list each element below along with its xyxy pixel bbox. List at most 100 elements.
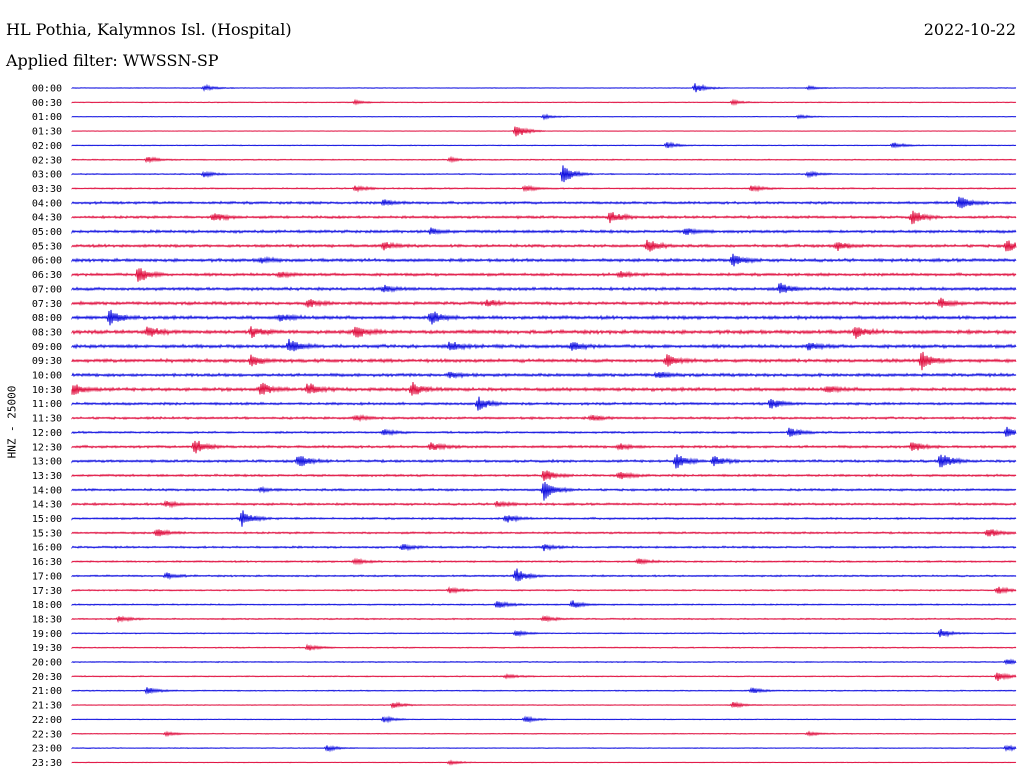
trace-line	[71, 568, 1017, 582]
trace-line	[71, 586, 1017, 594]
trace-line	[71, 227, 1017, 236]
time-label: 02:00	[32, 141, 62, 152]
time-label: 10:30	[32, 385, 62, 396]
trace-line	[71, 282, 1017, 294]
time-label: 23:30	[32, 758, 62, 769]
time-label: 01:00	[32, 112, 62, 123]
trace-line	[71, 253, 1017, 267]
trace-line	[71, 126, 1017, 137]
trace-line	[71, 658, 1017, 666]
trace-line	[71, 396, 1017, 411]
time-label: 12:00	[32, 428, 62, 439]
time-label: 06:00	[32, 256, 62, 267]
trace-line	[71, 701, 1017, 710]
time-label: 08:30	[32, 327, 62, 338]
trace-line	[71, 470, 1017, 481]
time-label: 03:30	[32, 184, 62, 195]
trace-line	[71, 499, 1017, 509]
trace-line	[71, 184, 1017, 193]
trace-line	[71, 98, 1017, 106]
trace-line	[71, 629, 1017, 638]
trace-line	[71, 351, 1017, 371]
time-label: 08:00	[32, 313, 62, 324]
time-label: 12:30	[32, 442, 62, 453]
station-title: HL Pothia, Kalymnos Isl. (Hospital)	[6, 20, 292, 39]
time-label: 15:30	[32, 528, 62, 539]
time-label: 07:30	[32, 299, 62, 310]
trace-line	[71, 481, 1017, 501]
time-label: 03:00	[32, 170, 62, 181]
time-label: 06:30	[32, 270, 62, 281]
time-label: 14:30	[32, 500, 62, 511]
trace-line	[71, 529, 1017, 537]
time-label: 13:00	[32, 457, 62, 468]
trace-line	[71, 165, 1017, 183]
trace-line	[71, 744, 1017, 753]
trace-line	[71, 326, 1017, 339]
trace-line	[71, 454, 1017, 469]
time-label: 04:00	[32, 198, 62, 209]
trace-line	[71, 83, 1017, 93]
trace-line	[71, 600, 1017, 609]
time-label: 21:30	[32, 701, 62, 712]
time-label: 09:00	[32, 342, 62, 353]
time-label: 20:00	[32, 658, 62, 669]
time-label: 11:30	[32, 414, 62, 425]
time-label: 00:00	[32, 84, 62, 95]
time-label: 10:00	[32, 371, 62, 382]
time-label: 17:30	[32, 586, 62, 597]
time-label: 21:00	[32, 686, 62, 697]
time-label: 02:30	[32, 155, 62, 166]
trace-line	[71, 615, 1017, 624]
trace-line	[71, 155, 1017, 164]
trace-line	[71, 557, 1017, 566]
time-label: 13:30	[32, 471, 62, 482]
time-label: 18:00	[32, 600, 62, 611]
recording-date: 2022-10-22	[923, 20, 1016, 39]
trace-line	[71, 268, 1017, 282]
trace-line	[71, 414, 1017, 423]
trace-line	[71, 239, 1017, 252]
trace-line	[71, 297, 1017, 308]
trace-line	[71, 371, 1017, 379]
trace-line	[71, 382, 1017, 396]
time-label: 04:30	[32, 213, 62, 224]
time-label: 00:30	[32, 98, 62, 109]
time-label: 07:00	[32, 284, 62, 295]
trace-line	[71, 113, 1017, 121]
time-label: 15:00	[32, 514, 62, 525]
trace-line	[71, 141, 1017, 149]
time-label: 16:00	[32, 543, 62, 554]
time-label: 01:30	[32, 127, 62, 138]
time-label: 22:30	[32, 729, 62, 740]
trace-line	[71, 196, 1017, 209]
time-label: 22:00	[32, 715, 62, 726]
time-label: 09:30	[32, 356, 62, 367]
time-label: 19:00	[32, 629, 62, 640]
time-label: 05:30	[32, 241, 62, 252]
trace-line	[71, 426, 1017, 437]
time-label: 14:00	[32, 485, 62, 496]
time-label: 23:00	[32, 744, 62, 755]
trace-line	[71, 210, 1017, 225]
trace-line	[71, 309, 1017, 326]
trace-line	[71, 510, 1017, 527]
trace-line	[71, 759, 1017, 766]
trace-line	[71, 715, 1017, 724]
time-label: 16:30	[32, 557, 62, 568]
trace-line	[71, 440, 1017, 454]
time-label: 20:30	[32, 672, 62, 683]
time-label: 11:00	[32, 399, 62, 410]
time-label: 18:30	[32, 614, 62, 625]
trace-line	[71, 643, 1017, 651]
filter-label: Applied filter: WWSSN-SP	[6, 51, 219, 70]
trace-line	[71, 543, 1017, 552]
trace-line	[71, 686, 1017, 695]
trace-line	[71, 338, 1017, 352]
time-label: 19:30	[32, 643, 62, 654]
trace-line	[71, 672, 1017, 682]
trace-line	[71, 730, 1017, 738]
time-label: 05:00	[32, 227, 62, 238]
time-label: 17:00	[32, 571, 62, 582]
